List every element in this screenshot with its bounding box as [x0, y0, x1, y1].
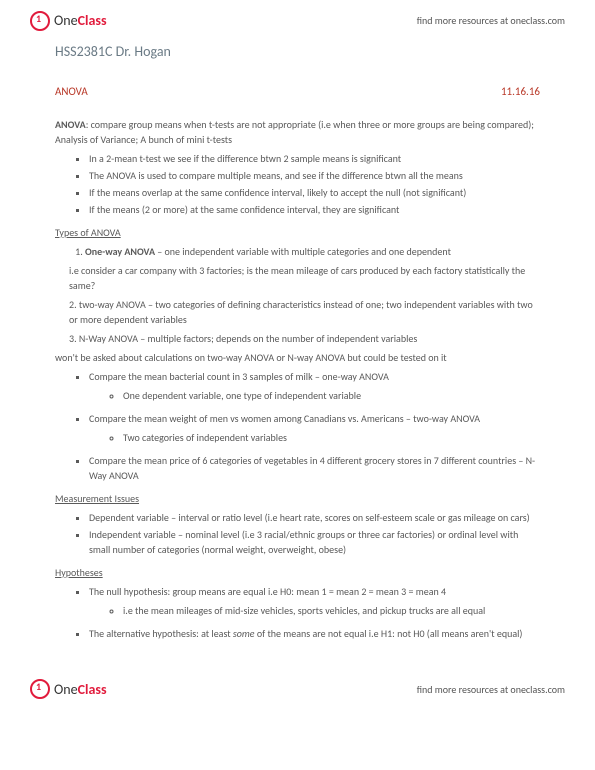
document-body: HSS2381C Dr. Hogan ANOVA 11.16.16 ANOVA:… — [0, 41, 595, 669]
course-title: HSS2381C Dr. Hogan — [55, 41, 540, 62]
hypotheses-heading: Hypotheses — [55, 565, 540, 580]
alt-hypothesis-a: The alternative hypothesis: at least — [89, 627, 233, 640]
list-item: If the means overlap at the same confide… — [89, 185, 540, 200]
type2-text: 2. two-way ANOVA – two categories of def… — [69, 297, 540, 327]
page-footer: OneClass find more resources at oneclass… — [0, 669, 595, 710]
logo-icon — [30, 679, 50, 699]
list-item: The alternative hypothesis: at least som… — [89, 626, 540, 641]
brand-name: OneClass — [54, 10, 107, 31]
topic-title: ANOVA — [55, 84, 88, 101]
intro-text: : compare group means when t-tests are n… — [55, 118, 534, 146]
list-item: Compare the mean bacterial count in 3 sa… — [89, 369, 540, 403]
list-item: In a 2-mean t-test we see if the differe… — [89, 151, 540, 166]
intro-label: ANOVA — [55, 118, 86, 131]
title-row: ANOVA 11.16.16 — [55, 84, 540, 101]
topic-date: 11.16.16 — [501, 84, 540, 101]
sub-list: Two categories of independent variables — [89, 430, 540, 445]
type-note: won't be asked about calculations on two… — [55, 350, 540, 365]
page-header: OneClass find more resources at oneclass… — [0, 0, 595, 41]
brand-name: OneClass — [54, 679, 107, 700]
hypotheses-list: The null hypothesis: group means are equ… — [55, 584, 540, 641]
sub-list: One dependent variable, one type of inde… — [89, 388, 540, 403]
null-hypothesis-text: The null hypothesis: group means are equ… — [89, 585, 446, 598]
list-item: Two categories of independent variables — [123, 430, 540, 445]
type1-text: – one independent variable with multiple… — [155, 245, 451, 258]
brand-logo: OneClass — [30, 10, 107, 31]
measurement-heading: Measurement Issues — [55, 491, 540, 506]
list-item: Compare the mean weight of men vs women … — [89, 411, 540, 445]
list-item: One dependent variable, one type of inde… — [123, 388, 540, 403]
compare-list: Compare the mean bacterial count in 3 sa… — [55, 369, 540, 483]
list-item: If the means (2 or more) at the same con… — [89, 202, 540, 217]
list-item: The ANOVA is used to compare multiple me… — [89, 168, 540, 183]
intro-paragraph: ANOVA: compare group means when t-tests … — [55, 117, 540, 147]
header-tagline: find more resources at oneclass.com — [417, 13, 565, 28]
list-item-text: Compare the mean bacterial count in 3 sa… — [89, 370, 389, 383]
types-ordered-list: One-way ANOVA – one independent variable… — [55, 244, 540, 259]
list-item: Compare the mean price of 6 categories o… — [89, 453, 540, 483]
list-item-text: Compare the mean weight of men vs women … — [89, 412, 480, 425]
intro-bullet-list: In a 2-mean t-test we see if the differe… — [55, 151, 540, 217]
list-item: i.e the mean mileages of mid-size vehicl… — [123, 603, 540, 618]
list-item: One-way ANOVA – one independent variable… — [85, 244, 540, 259]
type3-text: 3. N-Way ANOVA – multiple factors; depen… — [69, 331, 540, 346]
list-item: The null hypothesis: group means are equ… — [89, 584, 540, 618]
list-item: Independent variable – nominal level (i.… — [89, 527, 540, 557]
logo-icon — [30, 11, 50, 31]
measurement-list: Dependent variable – interval or ratio l… — [55, 510, 540, 557]
alt-hypothesis-b: of the means are not equal i.e H1: not H… — [255, 627, 523, 640]
alt-hypothesis-em: some — [233, 627, 255, 640]
list-item: Dependent variable – interval or ratio l… — [89, 510, 540, 525]
type1-example: i.e consider a car company with 3 factor… — [69, 263, 540, 293]
footer-tagline: find more resources at oneclass.com — [417, 682, 565, 697]
sub-list: i.e the mean mileages of mid-size vehicl… — [89, 603, 540, 618]
type1-label: One-way ANOVA — [85, 245, 155, 258]
brand-logo: OneClass — [30, 679, 107, 700]
types-heading: Types of ANOVA — [55, 225, 540, 240]
